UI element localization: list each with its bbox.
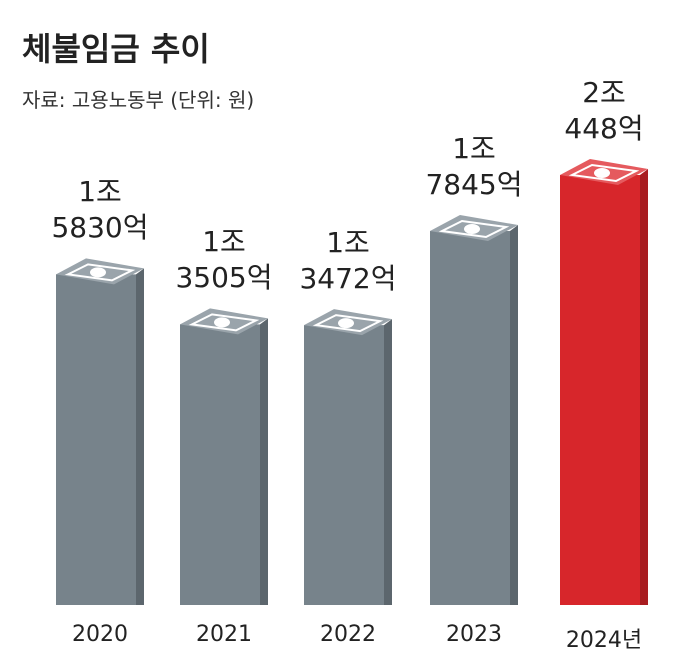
x-tick-label: 2023 [446,622,502,647]
bar [560,175,640,605]
bill [438,219,510,239]
bar-side [384,319,392,605]
x-tick-label: 2021 [196,622,252,647]
value-label: 1조 5830억 [51,175,149,245]
bill-coin [338,318,354,329]
bar-side [640,169,648,605]
bill-coin [214,317,230,328]
bar [430,231,510,605]
bar [56,274,136,605]
chart-subtitle: 자료: 고용노동부 (단위: 원) [22,88,255,112]
chart-title: 체불임금 추이 [22,30,210,68]
bill-coin [594,168,610,178]
bill-coin [90,267,106,278]
bill [312,314,384,333]
value-label: 2조 448억 [564,76,644,145]
bar-side [136,268,144,605]
bar-side [510,225,518,605]
bill-coin [464,224,480,235]
value-label: 1조 3472억 [299,226,397,296]
value-label: 1조 3505억 [175,225,273,295]
x-tick-label: 2020 [72,622,128,647]
bar [180,324,260,605]
bill [188,313,260,332]
bar-side [260,318,268,605]
x-tick-label: 2022 [320,622,376,647]
value-label: 1조 7845억 [425,132,523,201]
bill [64,263,136,282]
bar [304,325,384,605]
bill [568,163,640,183]
x-tick-label: 2024년 [565,628,643,653]
